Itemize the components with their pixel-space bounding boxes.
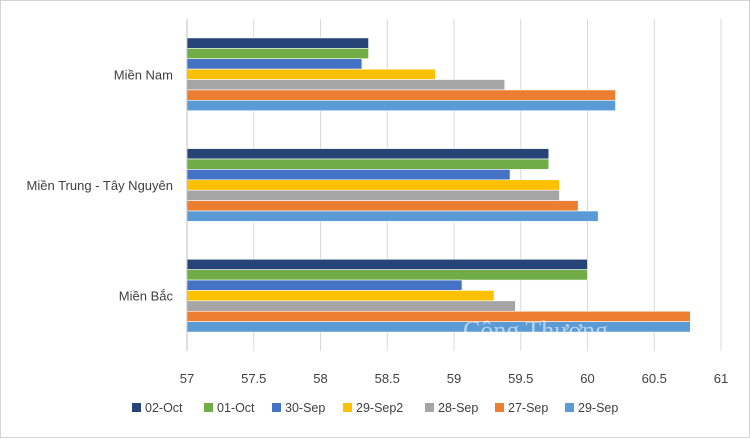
bar <box>186 79 506 91</box>
legend-label: 02-Oct <box>145 401 183 415</box>
legend-label: 29-Sep <box>578 401 618 415</box>
bar <box>186 158 550 170</box>
category-label: Miền Nam <box>114 67 173 82</box>
legend-label: 30-Sep <box>285 401 325 415</box>
category-label: Miền Bắc <box>119 289 174 304</box>
legend-label: 28-Sep <box>438 401 478 415</box>
legend-swatch <box>343 403 352 412</box>
legend-label: 29-Sep2 <box>356 401 403 415</box>
legend-swatch <box>132 403 141 412</box>
category-label: Miền Trung - Tây Nguyên <box>27 178 173 193</box>
bar <box>186 321 691 333</box>
x-tick-label: 57 <box>180 371 194 386</box>
bar <box>186 210 599 222</box>
bar <box>186 269 588 281</box>
bar <box>186 279 463 291</box>
legend-swatch <box>272 403 281 412</box>
legend-label: 01-Oct <box>217 401 255 415</box>
bar <box>186 58 363 70</box>
x-tick-label: 60.5 <box>642 371 667 386</box>
bar <box>186 100 616 112</box>
bar <box>186 169 511 181</box>
x-tick-label: 57.5 <box>241 371 266 386</box>
bar <box>186 37 369 49</box>
legend-swatch <box>204 403 213 412</box>
bar <box>186 300 516 312</box>
bar <box>186 89 616 101</box>
legend-swatch <box>495 403 504 412</box>
x-tick-label: 60 <box>580 371 594 386</box>
x-tick-label: 58 <box>313 371 327 386</box>
bar <box>186 68 436 80</box>
watermark-text: Công Thương <box>463 316 608 345</box>
x-tick-label: 59.5 <box>508 371 533 386</box>
bar <box>186 179 560 191</box>
x-tick-label: 58.5 <box>375 371 400 386</box>
bar <box>186 189 560 201</box>
bar <box>186 148 550 160</box>
x-tick-label: 61 <box>714 371 728 386</box>
bar <box>186 290 495 302</box>
bar <box>186 258 588 270</box>
legend-swatch <box>425 403 434 412</box>
bar <box>186 310 691 322</box>
legend-swatch <box>565 403 574 412</box>
bar <box>186 200 579 212</box>
legend-label: 27-Sep <box>508 401 548 415</box>
x-tick-label: 59 <box>447 371 461 386</box>
bar <box>186 48 369 60</box>
